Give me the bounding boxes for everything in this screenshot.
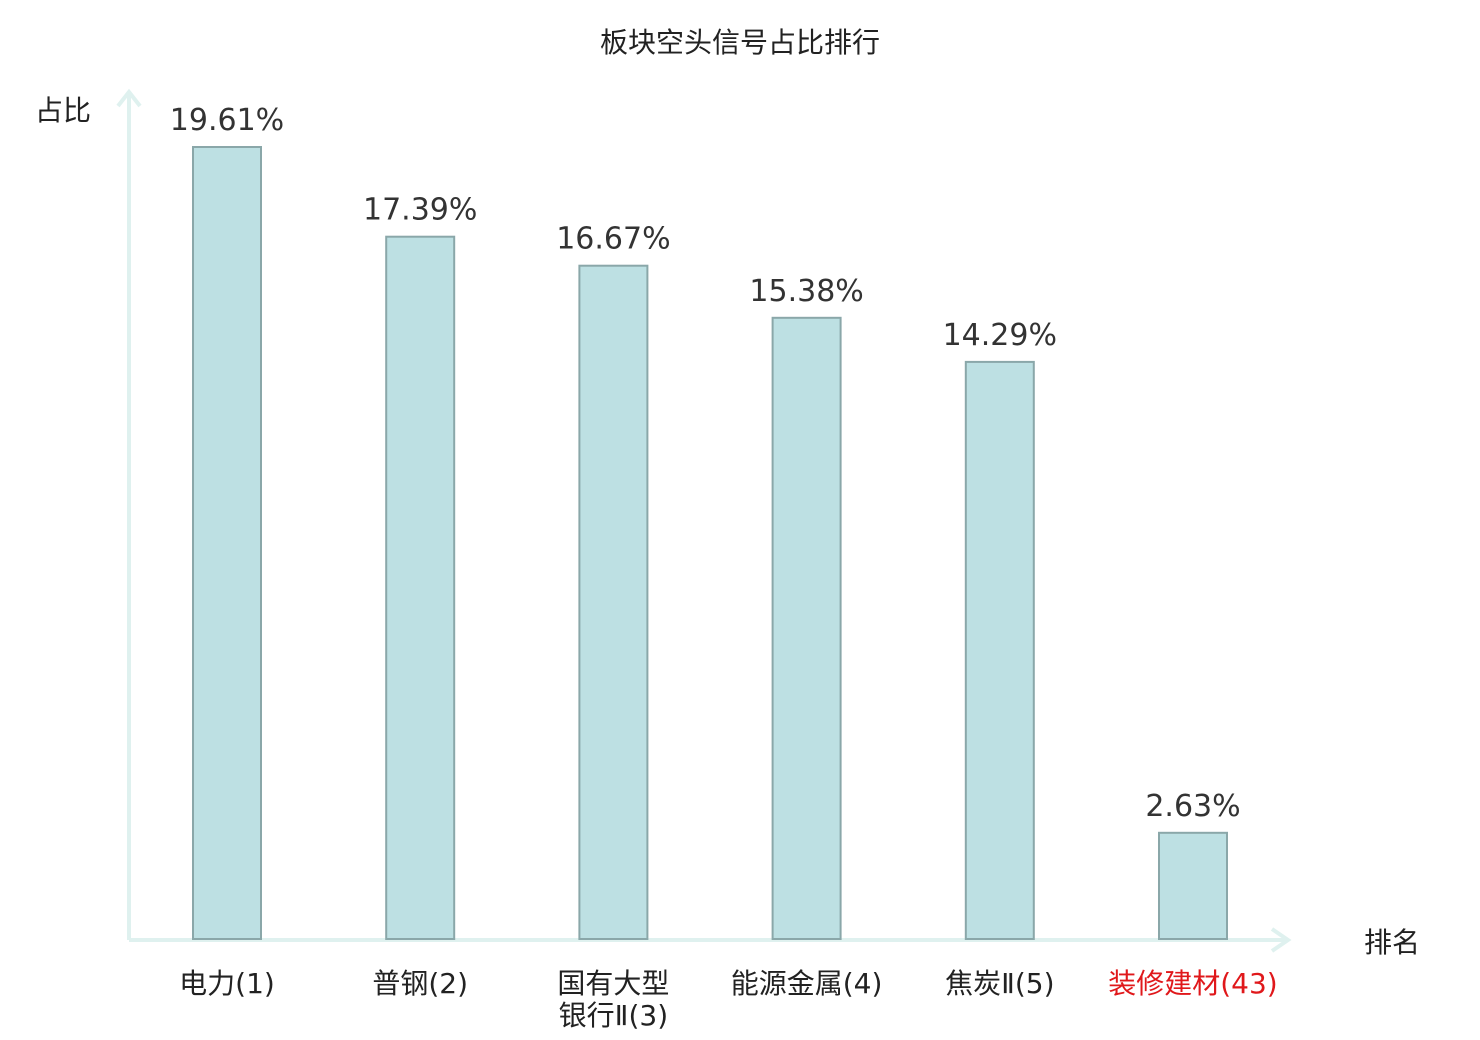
bar bbox=[192, 146, 262, 940]
bars-group bbox=[192, 146, 1228, 940]
value-labels-group: 19.61% 17.39% 16.67% 15.38% 14.29% 2.63% bbox=[170, 103, 1241, 824]
x-axis-arrow bbox=[1270, 927, 1292, 953]
bar bbox=[964, 360, 1035, 940]
bar-value-label: 14.29% bbox=[943, 318, 1057, 353]
bar bbox=[578, 264, 649, 940]
category-tick-label: 装修建材(43) bbox=[1108, 967, 1277, 1000]
chart-title: 板块空头信号占比排行 bbox=[600, 26, 880, 59]
category-tick-label: 银行Ⅱ(3) bbox=[559, 999, 668, 1032]
category-tick-label: 国有大型 bbox=[557, 967, 669, 1000]
bar-value-label: 16.67% bbox=[556, 222, 670, 257]
bar bbox=[1158, 831, 1228, 940]
category-tick-label: 普钢(2) bbox=[372, 967, 468, 1000]
y-axis-arrow bbox=[116, 88, 142, 108]
y-axis-label: 占比 bbox=[35, 94, 91, 127]
bar bbox=[771, 316, 842, 940]
bar bbox=[385, 235, 456, 940]
bar-value-label: 19.61% bbox=[170, 103, 284, 138]
bar-value-label: 15.38% bbox=[749, 274, 863, 309]
bar-value-label: 17.39% bbox=[363, 193, 477, 228]
category-tick-label: 能源金属(4) bbox=[731, 967, 883, 1000]
bar-value-label: 2.63% bbox=[1145, 789, 1240, 824]
category-tick-label: 电力(1) bbox=[179, 967, 275, 1000]
axes bbox=[116, 88, 1292, 953]
category-tick-label: 焦炭Ⅱ(5) bbox=[945, 967, 1054, 1000]
x-axis-label: 排名 bbox=[1364, 926, 1420, 959]
